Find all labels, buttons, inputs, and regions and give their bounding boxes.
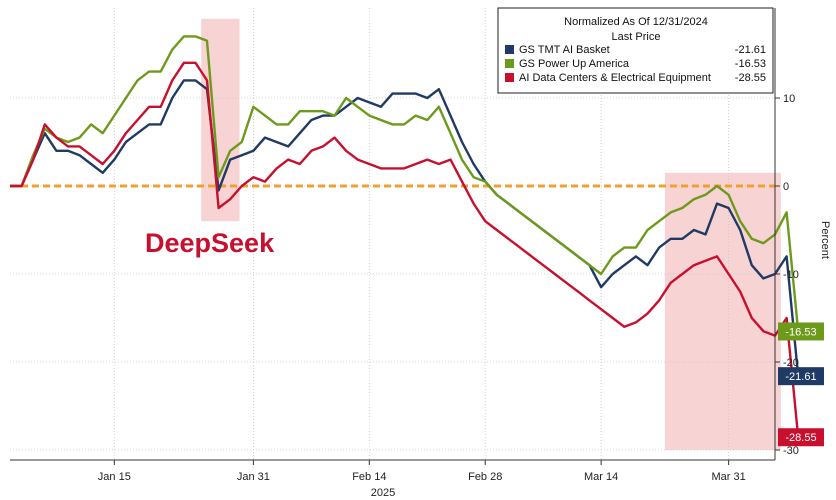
x-tick-label-4: Mar 14: [584, 471, 618, 483]
y-tick-label-1: 0: [783, 181, 789, 193]
legend-value-2: -28.55: [735, 72, 766, 84]
y-axis-label: Percent: [819, 221, 831, 259]
y-tick-label-2: -10: [783, 269, 799, 281]
x-tick-label-1: Jan 31: [237, 471, 270, 483]
x-tick-label-0: Jan 15: [98, 471, 131, 483]
legend-subtitle: Last Price: [612, 31, 661, 43]
y-tick-label-3: -20: [783, 357, 799, 369]
series-line-0: [10, 79, 800, 377]
end-label-1: -16.53: [785, 326, 816, 338]
legend-name-1: GS Power Up America: [519, 58, 630, 70]
end-label-2: -28.55: [785, 432, 816, 444]
x-tick-label-3: Feb 28: [468, 471, 502, 483]
y-tick-label-4: -30: [783, 445, 799, 457]
end-label-box-2: [778, 428, 824, 447]
legend-box: [497, 7, 774, 94]
legend-name-0: GS TMT AI Basket: [519, 44, 610, 56]
legend-value-1: -16.53: [735, 58, 766, 70]
x-axis-year-label: 2025: [371, 487, 395, 499]
legend-swatch-1: [505, 59, 514, 68]
series-line-2: [10, 61, 800, 438]
x-tick-label-5: Mar 31: [712, 471, 746, 483]
x-tick-label-2: Feb 14: [352, 471, 386, 483]
annotation-deepseek: DeepSeek: [145, 228, 275, 258]
legend-swatch-0: [505, 45, 514, 54]
end-label-box-1: [778, 322, 824, 341]
series-line-1: [10, 35, 800, 332]
legend-swatch-2: [505, 73, 514, 82]
legend-name-2: AI Data Centers & Electrical Equipment: [519, 72, 711, 84]
end-label-0: -21.61: [785, 371, 816, 383]
highlight-region-1: [664, 172, 781, 451]
legend-value-0: -21.61: [735, 44, 766, 56]
legend-title: Normalized As Of 12/31/2024: [564, 16, 708, 28]
end-label-box-0: [778, 367, 824, 386]
y-tick-label-0: 10: [783, 93, 795, 105]
